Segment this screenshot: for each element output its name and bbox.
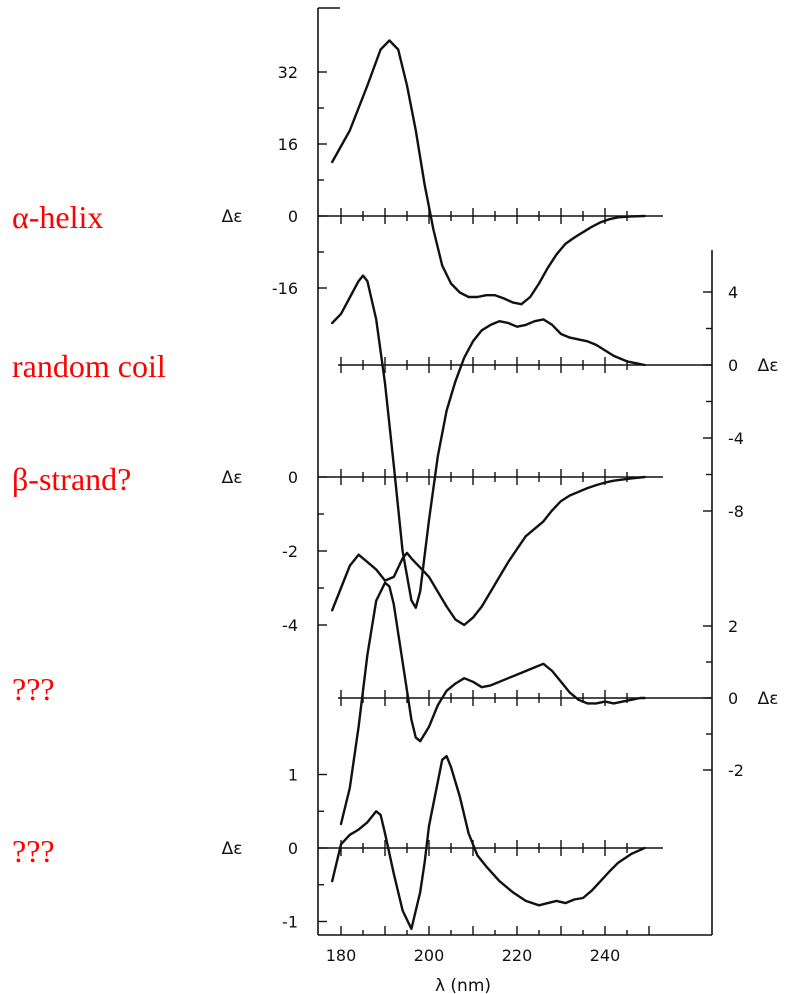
spectrum-curve-beta-strand (331, 475, 646, 627)
y-axis-label-beta-strand: Δε (222, 468, 243, 488)
x-axis: 180 200 220 240 (326, 926, 650, 965)
y-tick-label: -2 (728, 761, 744, 780)
panel-alpha-helix: 32 16 0 -16 Δε (222, 39, 663, 306)
plot-frame (317, 7, 713, 936)
y-tick-label: 0 (728, 689, 738, 708)
spectrum-curve-unknown-1 (339, 581, 646, 826)
y-tick-label: -16 (272, 279, 298, 298)
x-tick-label: 220 (502, 946, 533, 965)
y-tick-label: -1 (282, 913, 298, 932)
y-tick-label: 1 (288, 766, 298, 785)
x-axis-label: λ (nm) (435, 976, 491, 994)
spectra-panels: 32 16 0 -16 Δε 4 0 -4 -8 Δε 0 -2 -4 Δε 2 0 -2 Δε 1 0 -1 Δε (222, 39, 779, 932)
spectrum-curve-random-coil (331, 274, 646, 609)
y-axis-label-random-coil: Δε (758, 356, 779, 376)
annotations: α-helix random coil β-strand??????? (12, 199, 166, 869)
y-axis-label-alpha-helix: Δε (222, 207, 243, 227)
annotation-3: β-strand? (12, 461, 131, 497)
annotation-2: random coil (12, 348, 166, 384)
y-tick-label: 2 (728, 617, 738, 636)
y-axis-label-unknown-2: Δε (222, 839, 243, 859)
y-tick-label: 16 (278, 135, 298, 154)
x-tick-label: 180 (326, 946, 357, 965)
y-tick-label: 32 (278, 63, 298, 82)
y-tick-label: 0 (288, 468, 298, 487)
panel-beta-strand: 0 -2 -4 Δε (222, 468, 663, 635)
y-axis-label-unknown-1: Δε (758, 689, 779, 709)
y-tick-label: -4 (282, 616, 298, 635)
y-tick-label: 0 (728, 356, 738, 375)
spectrum-curve-unknown-2 (331, 754, 646, 931)
panel-unknown-1: 2 0 -2 Δε (338, 581, 779, 826)
annotation-1: α-helix (12, 199, 103, 235)
panel-random-coil: 4 0 -4 -8 Δε (331, 274, 779, 609)
x-tick-label: 240 (590, 946, 621, 965)
annotation-5: ??? (12, 833, 55, 869)
y-tick-label: 4 (728, 283, 738, 302)
y-tick-label: 0 (288, 839, 298, 858)
y-tick-label: -8 (728, 502, 744, 521)
x-tick-label: 200 (414, 946, 445, 965)
y-tick-label: -2 (282, 542, 298, 561)
panel-unknown-2: 1 0 -1 Δε (222, 754, 663, 932)
spectrum-curve-alpha-helix (331, 39, 646, 306)
y-tick-label: 0 (288, 207, 298, 226)
annotation-4: ??? (12, 671, 55, 707)
y-tick-label: -4 (728, 429, 744, 448)
